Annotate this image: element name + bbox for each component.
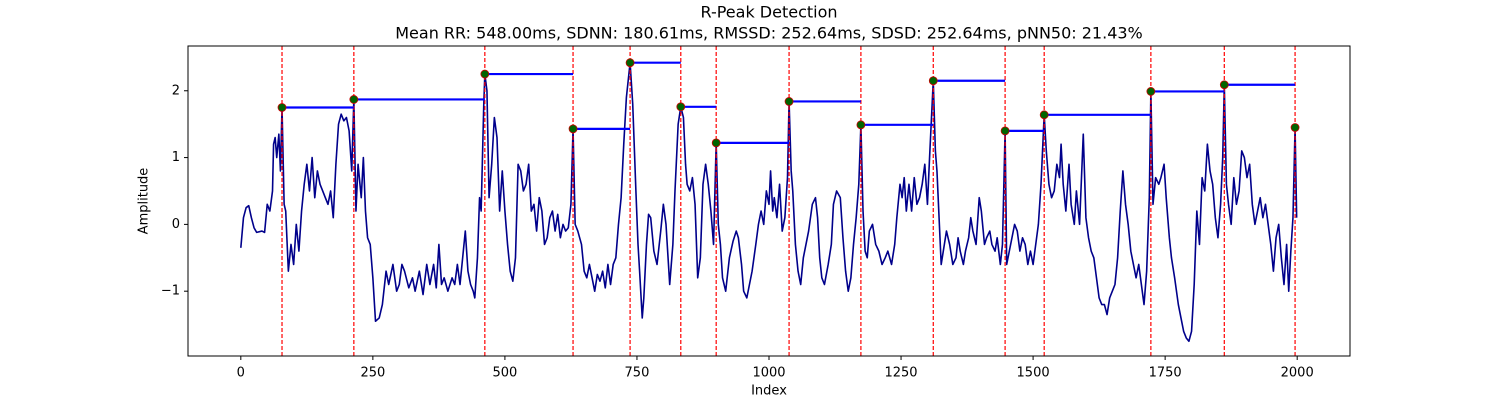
peak-marker bbox=[625, 58, 635, 68]
y-tick-label: −1 bbox=[161, 284, 180, 299]
x-tick-label: 0 bbox=[237, 366, 245, 381]
y-tick-label: 1 bbox=[172, 150, 180, 165]
y-tick-label: 0 bbox=[172, 217, 180, 232]
peak-marker bbox=[349, 95, 359, 104]
chart-title: R-Peak Detection bbox=[700, 3, 837, 22]
x-tick-label: 500 bbox=[492, 366, 517, 381]
peak-marker bbox=[856, 120, 866, 130]
peak-marker bbox=[676, 102, 686, 112]
x-tick-label: 1250 bbox=[884, 366, 917, 381]
peak-marker bbox=[1219, 80, 1229, 90]
x-axis-label: Index bbox=[751, 384, 787, 399]
signal-line bbox=[240, 61, 1298, 343]
peak-marker bbox=[480, 69, 490, 79]
peak-marker bbox=[277, 103, 287, 112]
x-tick-label: 250 bbox=[360, 366, 385, 381]
peak-marker bbox=[1039, 110, 1049, 120]
plot-frame bbox=[187, 45, 1351, 357]
peak-marker bbox=[1000, 126, 1010, 136]
x-tick-label: 750 bbox=[625, 366, 650, 381]
x-tick-label: 2000 bbox=[1281, 366, 1314, 381]
y-axis-label: Amplitude bbox=[137, 168, 152, 235]
peak-marker bbox=[928, 76, 938, 86]
x-tick-label: 1500 bbox=[1017, 366, 1050, 381]
peak-marker bbox=[711, 138, 721, 148]
x-tick-label: 1000 bbox=[752, 366, 785, 381]
peak-marker bbox=[1146, 87, 1156, 96]
chart-subtitle: Mean RR: 548.00ms, SDNN: 180.61ms, RMSSD… bbox=[395, 24, 1143, 43]
y-tick-label: 2 bbox=[172, 83, 180, 98]
peak-marker bbox=[568, 124, 578, 134]
x-tick-label: 1750 bbox=[1149, 366, 1182, 381]
peak-marker bbox=[1290, 123, 1300, 132]
peak-marker bbox=[784, 97, 794, 106]
